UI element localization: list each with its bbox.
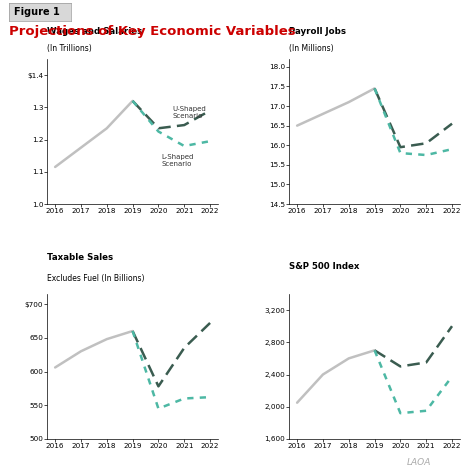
Text: Taxable Sales: Taxable Sales bbox=[47, 253, 114, 262]
Text: Figure 1: Figure 1 bbox=[14, 7, 60, 17]
Text: LAOA: LAOA bbox=[407, 458, 431, 467]
Text: Wages and Salaries: Wages and Salaries bbox=[47, 27, 143, 36]
Text: Excludes Fuel (In Billions): Excludes Fuel (In Billions) bbox=[47, 274, 145, 283]
Text: Projections of Key Economic Variables: Projections of Key Economic Variables bbox=[9, 25, 296, 38]
Text: (In Trillions): (In Trillions) bbox=[47, 44, 92, 53]
Text: Payroll Jobs: Payroll Jobs bbox=[289, 27, 346, 36]
Text: (In Millions): (In Millions) bbox=[289, 44, 334, 53]
Text: L-Shaped
Scenario: L-Shaped Scenario bbox=[161, 154, 193, 167]
Text: S&P 500 Index: S&P 500 Index bbox=[289, 262, 360, 271]
Text: U-Shaped
Scenario: U-Shaped Scenario bbox=[173, 106, 206, 118]
